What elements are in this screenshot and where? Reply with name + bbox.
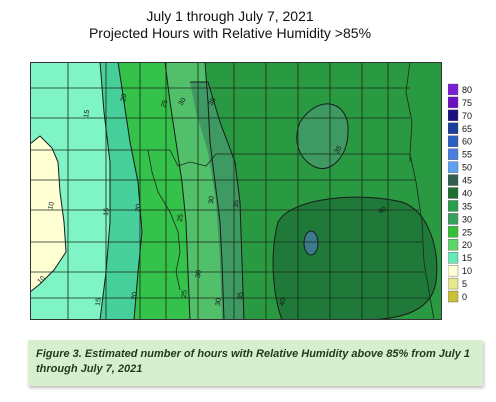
humidity-map: 10 10 15 15 15 20 20 20 25 25 25 30 30 3… — [30, 62, 442, 320]
contour-label: 40 — [279, 297, 287, 306]
legend-label: 5 — [462, 279, 467, 289]
band-35-north-oval — [296, 103, 349, 169]
legend-swatch — [448, 148, 459, 160]
legend-swatch — [448, 252, 459, 264]
contour-label: 15 — [95, 298, 103, 306]
legend-label: 0 — [462, 292, 467, 302]
legend-label: 35 — [462, 201, 472, 211]
map-title-line1: July 1 through July 7, 2021 — [146, 8, 314, 24]
contour-label: 10 — [36, 275, 47, 286]
contour-label: 20 — [135, 204, 143, 212]
legend-swatch — [448, 226, 459, 238]
legend-label: 15 — [462, 253, 472, 263]
legend-label: 20 — [462, 240, 472, 250]
legend-swatch — [448, 96, 459, 109]
contour-label: 30 — [195, 270, 203, 278]
band-10 — [30, 136, 66, 292]
legend-label: 50 — [462, 163, 472, 173]
contour-label: 25 — [160, 99, 169, 109]
legend-swatch — [448, 161, 459, 173]
contour-30 — [204, 62, 225, 320]
figure-caption-box: Figure 3. Estimated number of hours with… — [28, 340, 483, 386]
map-title-line2: Projected Hours with Relative Humidity >… — [88, 25, 372, 41]
legend-swatch — [448, 200, 459, 212]
band-30 — [165, 62, 224, 320]
legend-label: 65 — [462, 124, 472, 134]
band-40-southeast — [273, 197, 437, 320]
legend-swatch — [448, 174, 459, 186]
river-line — [147, 149, 181, 291]
contour-35 — [190, 81, 245, 320]
legend-label: 60 — [462, 137, 472, 147]
legend-label: 40 — [462, 188, 472, 198]
contour-label: 20 — [120, 93, 128, 102]
legend-swatch — [448, 290, 459, 303]
contour-15 — [99, 62, 111, 320]
legend-swatch — [448, 277, 459, 290]
band-45-spot — [304, 231, 318, 255]
contour-label: 25 — [177, 214, 185, 222]
contour-label: 10 — [47, 201, 56, 210]
legend-label: 10 — [462, 266, 472, 276]
contour-label: 35 — [237, 292, 245, 300]
legend-swatch — [448, 264, 459, 277]
legend-label: 70 — [462, 111, 472, 121]
band-20-light — [100, 62, 142, 320]
contour-label: 40 — [378, 206, 388, 216]
contour-label: 35 — [233, 200, 241, 208]
legend-swatch — [448, 239, 459, 251]
contour-label: 20 — [131, 292, 139, 300]
legend-label: 55 — [462, 150, 472, 160]
contour-45-spot — [303, 230, 319, 256]
legend-label: 25 — [462, 227, 472, 237]
border-east — [405, 62, 435, 320]
contour-35-oval — [296, 103, 349, 169]
contour-label: 35 — [334, 145, 344, 155]
contour-label: 15 — [83, 109, 91, 118]
contour-label: 15 — [103, 208, 111, 216]
figure-caption: Figure 3. Estimated number of hours with… — [36, 348, 470, 375]
contour-label: 35 — [208, 97, 218, 107]
legend-swatch — [448, 187, 459, 199]
contour-label: 30 — [208, 196, 216, 204]
map-frame — [30, 62, 442, 320]
contour-label: 25 — [181, 290, 189, 298]
contour-10 — [30, 135, 67, 293]
legend-swatch — [448, 83, 459, 96]
legend-swatch — [448, 122, 459, 134]
contour-label: 30 — [178, 97, 188, 107]
legend-label: 30 — [462, 214, 472, 224]
county-grid-1 — [30, 87, 430, 299]
legend-swatch — [448, 109, 459, 122]
legend-label: 45 — [462, 176, 472, 186]
legend-label: 80 — [462, 85, 472, 95]
county-grid-2 — [67, 62, 389, 320]
contour-40 — [272, 196, 438, 320]
legend-swatch — [448, 213, 459, 225]
legend-swatch — [448, 135, 459, 147]
legend-label: 75 — [462, 98, 472, 108]
contour-label: 30 — [215, 298, 223, 306]
